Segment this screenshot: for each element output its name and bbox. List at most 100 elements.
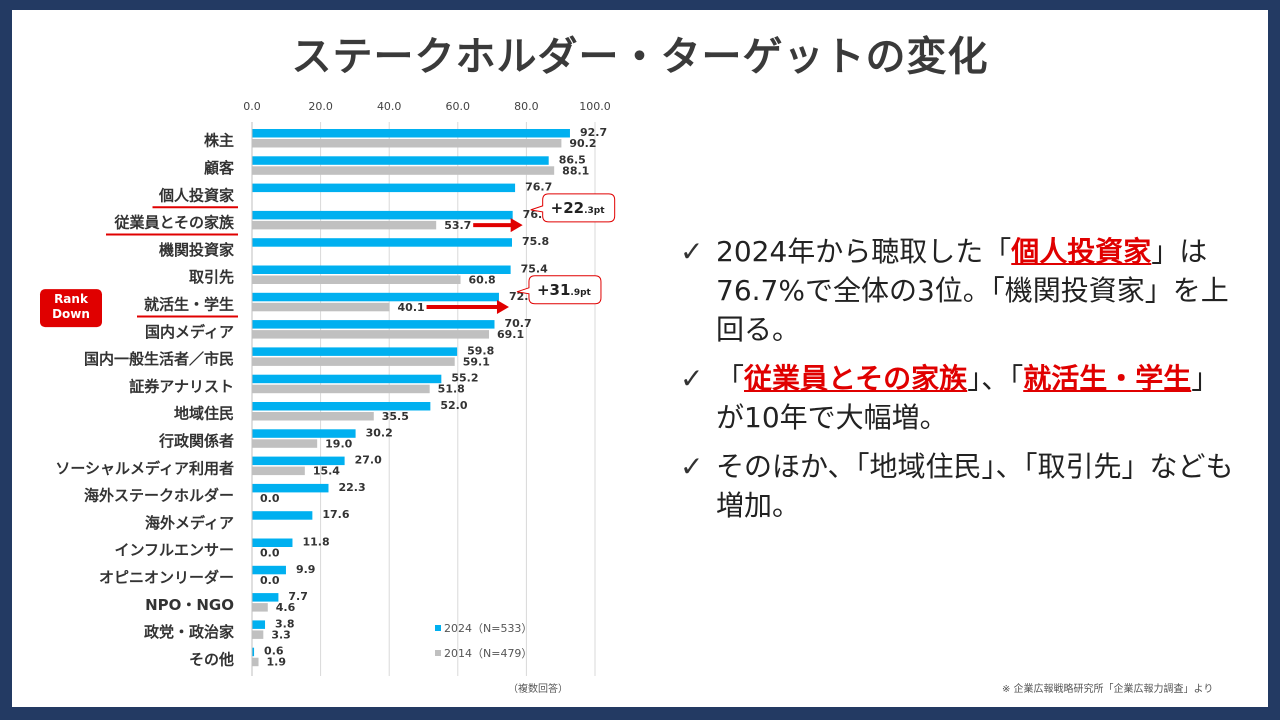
category-label: 証券アナリスト: [129, 377, 234, 395]
rank-down-text: Rank: [54, 292, 89, 306]
data-label-2024: 75.8: [522, 235, 549, 248]
category-label: 国内一般生活者／市民: [84, 350, 234, 368]
data-label-2024: 55.2: [451, 372, 478, 385]
bar-2014: [252, 466, 305, 476]
legend-swatch: [435, 650, 441, 656]
category-label: 機関投資家: [159, 241, 234, 259]
bar-2024: [252, 156, 549, 165]
x-tick-label: 60.0: [446, 100, 471, 113]
category-label: 従業員とその家族: [113, 214, 235, 232]
category-label: 就活生・学生: [144, 295, 234, 313]
data-label-2024: 70.7: [505, 317, 532, 330]
change-arrow-head: [496, 300, 509, 315]
data-label-2014: 3.3: [271, 628, 291, 641]
category-label: 株主: [204, 132, 234, 150]
x-tick-label: 100.0: [579, 100, 611, 113]
footnote-multiple-answers: （複数回答）: [508, 684, 568, 695]
bar-2024: [252, 320, 495, 329]
bar-2024: [252, 210, 513, 220]
category-label: 政党・政治家: [144, 623, 234, 641]
bar-2014: [252, 657, 259, 667]
bar-2024: [252, 402, 431, 411]
data-label-2024: 0.6: [264, 645, 284, 658]
category-label: 海外ステークホルダー: [84, 487, 234, 505]
bar-2014: [252, 439, 318, 448]
data-label-2024: 76.7: [525, 181, 552, 194]
category-label: 行政関係者: [158, 432, 234, 450]
check-icon: ✓: [680, 235, 704, 268]
bar-2014: [252, 330, 490, 339]
bar-2024: [252, 374, 442, 384]
legend-label: 2014（N=479）: [444, 647, 532, 660]
change-arrow-head: [510, 218, 523, 233]
bullet-list: ✓ 2024年から聴取した「個人投資家」は76.7%で全体の3位。「機関投資家」を…: [680, 232, 1240, 535]
data-label-2014: 19.0: [325, 437, 352, 450]
category-label: 海外メディア: [145, 514, 234, 532]
bar-2014: [252, 139, 562, 148]
data-label-2024: 92.7: [580, 126, 607, 139]
x-tick-label: 40.0: [377, 100, 402, 113]
data-label-2014: 53.7: [444, 219, 471, 232]
change-callout: [516, 275, 602, 305]
data-label-2024: 52.0: [440, 399, 467, 412]
bullet-text: 」が10年で大幅増。: [716, 362, 1220, 434]
bar-2024: [252, 429, 356, 438]
data-label-2014: 59.1: [463, 355, 490, 368]
data-label-2014: 0.0: [260, 574, 280, 587]
data-label-2024: 7.7: [288, 590, 308, 603]
data-label-2024: 9.9: [296, 563, 316, 576]
bullet-item: ✓ 2024年から聴取した「個人投資家」は76.7%で全体の3位。「機関投資家」を…: [680, 232, 1240, 349]
bar-2014: [252, 166, 555, 175]
bar-2024: [252, 265, 511, 274]
data-label-2014: 1.9: [267, 656, 287, 669]
bar-2024: [252, 292, 499, 302]
data-label-2024: 27.0: [355, 454, 382, 467]
bullet-text: 」、「: [967, 362, 1024, 395]
data-label-2014: 40.1: [398, 301, 425, 314]
slide-title: ステークホルダー・ターゲットの変化: [291, 34, 989, 80]
legend-label: 2024（N=533）: [444, 622, 532, 635]
bar-2024: [252, 593, 279, 602]
category-label: 地域住民: [174, 405, 234, 423]
change-value: +22.3pt: [551, 199, 606, 217]
bar-2024: [252, 456, 345, 466]
data-label-2024: 86.5: [559, 153, 586, 166]
data-label-2014: 51.8: [438, 383, 465, 396]
bullet-text: そのほか、「地域住民」、「取引先」なども増加。: [716, 450, 1234, 522]
x-tick-label: 20.0: [308, 100, 333, 113]
bar-2014: [252, 384, 430, 394]
rank-down-badge: [40, 289, 102, 328]
category-label: その他: [189, 650, 234, 668]
data-label-2014: 0.0: [260, 547, 280, 560]
x-tick-label: 80.0: [514, 100, 539, 113]
bar-2014: [252, 412, 374, 421]
data-label-2024: 59.8: [467, 344, 494, 357]
data-label-2014: 88.1: [562, 164, 589, 177]
bar-2024: [252, 647, 255, 657]
data-label-2014: 35.5: [382, 410, 409, 423]
bar-2024: [252, 620, 266, 629]
check-icon: ✓: [680, 450, 704, 483]
data-label-2014: 69.1: [497, 328, 524, 341]
bar-2024: [252, 129, 570, 138]
check-icon: ✓: [680, 362, 704, 395]
data-label-2014: 0.0: [260, 492, 280, 505]
legend-swatch: [435, 625, 441, 631]
bar-2014: [252, 603, 268, 612]
category-label: オピニオンリーダー: [99, 568, 234, 586]
bar-2014: [252, 220, 437, 230]
bar-2014: [252, 275, 461, 284]
change-value: +31.9pt: [537, 281, 592, 299]
category-label: インフルエンサー: [114, 541, 234, 559]
bar-2024: [252, 511, 313, 520]
category-label: 国内メディア: [145, 323, 234, 341]
bar-2024: [252, 238, 512, 247]
data-label-2024: 11.8: [302, 536, 329, 549]
category-label: 個人投資家: [158, 186, 234, 204]
bullet-item: ✓ 「従業員とその家族」、「就活生・学生」が10年で大幅増。: [680, 359, 1240, 437]
data-label-2024: 22.3: [338, 481, 365, 494]
data-label-2014: 4.6: [276, 601, 296, 614]
highlighted-text: 就活生・学生: [1023, 362, 1192, 395]
bar-2024: [252, 347, 458, 356]
bullet-text: 」は76.7%で全体の3位。「機関投資家」を上回る。: [716, 235, 1229, 346]
